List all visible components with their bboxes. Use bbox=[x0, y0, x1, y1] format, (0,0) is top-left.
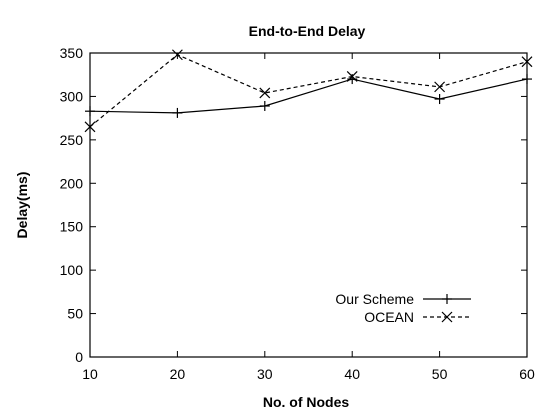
series-2-point bbox=[259, 87, 271, 99]
series-line-2 bbox=[89, 54, 528, 128]
series-1-point bbox=[85, 106, 95, 117]
series-1-point bbox=[259, 100, 270, 111]
y-axis-label: Delay(ms) bbox=[14, 172, 30, 239]
series-1-point bbox=[522, 74, 532, 85]
x-axis: 10 20 30 40 50 60 bbox=[82, 53, 535, 382]
x-tick-label: 20 bbox=[170, 366, 186, 382]
x-tick-label: 50 bbox=[432, 366, 448, 382]
y-tick-label: 150 bbox=[60, 219, 84, 235]
x-tick-label: 40 bbox=[344, 366, 360, 382]
y-tick-label: 100 bbox=[60, 262, 84, 278]
x-tick-label: 30 bbox=[257, 366, 273, 382]
x-tick-label: 60 bbox=[519, 366, 535, 382]
y-tick-label: 200 bbox=[60, 175, 84, 191]
y-tick-label: 300 bbox=[60, 88, 84, 104]
series-2-point bbox=[346, 71, 358, 82]
plot-frame bbox=[89, 52, 528, 358]
x-axis-label: No. of Nodes bbox=[263, 394, 350, 410]
legend-marker bbox=[442, 294, 452, 304]
y-axis: 0 50 100 150 200 250 300 350 bbox=[60, 45, 527, 365]
series-1-point bbox=[434, 94, 445, 105]
series-markers bbox=[84, 49, 533, 133]
series-1-point bbox=[172, 107, 183, 118]
y-tick-label: 350 bbox=[60, 45, 84, 61]
plot-area: 0 50 100 150 200 250 300 350 10 20 30 40 50 60 bbox=[60, 45, 535, 382]
series-1-point bbox=[347, 74, 358, 85]
chart-title: End-to-End Delay bbox=[249, 23, 366, 39]
series-2-point bbox=[434, 81, 446, 93]
legend-label: Our Scheme bbox=[335, 291, 414, 307]
y-tick-label: 250 bbox=[60, 132, 84, 148]
y-tick-label: 50 bbox=[67, 306, 83, 322]
series-line-1 bbox=[89, 78, 528, 114]
legend-label: OCEAN bbox=[364, 309, 414, 325]
series-lines bbox=[89, 54, 528, 128]
legend-marker bbox=[441, 311, 453, 323]
series-2-point bbox=[521, 56, 533, 68]
series-2-point bbox=[84, 121, 96, 133]
x-tick-label: 10 bbox=[82, 366, 98, 382]
y-tick-label: 0 bbox=[75, 349, 83, 365]
legend: Our Scheme OCEAN bbox=[335, 291, 471, 325]
series-2-point bbox=[171, 49, 183, 61]
